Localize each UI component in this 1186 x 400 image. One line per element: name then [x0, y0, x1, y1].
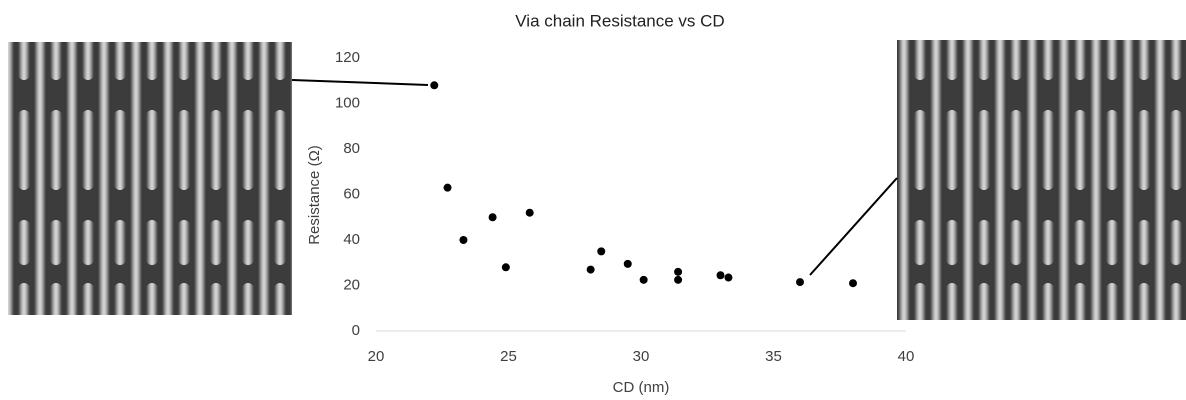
point — [488, 213, 497, 222]
leader-line — [291, 79, 429, 86]
point — [501, 263, 510, 272]
y-tick-label: 120 — [335, 49, 360, 66]
y-tick-label: 100 — [335, 94, 360, 111]
x-tick-label: 25 — [500, 348, 517, 365]
y-tick-label: 0 — [352, 322, 360, 339]
point — [459, 236, 468, 244]
point — [724, 273, 733, 282]
x-tick-label: 40 — [898, 348, 915, 365]
x-tick-label: 20 — [368, 348, 385, 365]
x-tick-label: 30 — [633, 348, 650, 365]
y-tick-label: 60 — [343, 185, 360, 202]
point — [716, 271, 725, 280]
y-tick-label: 20 — [343, 276, 360, 293]
sem-image-right — [897, 40, 1186, 320]
y-tick-label: 40 — [343, 231, 360, 248]
y-axis-label: Resistance (Ω) — [306, 145, 323, 245]
point — [623, 259, 632, 268]
sem-image-left — [8, 42, 292, 315]
point — [639, 275, 648, 284]
point — [674, 275, 683, 284]
x-axis-label: CD (nm) — [613, 379, 670, 396]
point — [430, 81, 439, 90]
point — [849, 279, 857, 288]
point — [796, 278, 804, 287]
point — [525, 208, 534, 217]
point — [597, 247, 606, 256]
leader-line — [809, 177, 898, 276]
x-tick-label: 35 — [765, 348, 782, 365]
y-tick-label: 80 — [343, 140, 360, 157]
point — [443, 183, 452, 192]
chart-title: Via chain Resistance vs CD — [515, 11, 724, 30]
point — [674, 267, 683, 276]
point — [586, 265, 595, 274]
